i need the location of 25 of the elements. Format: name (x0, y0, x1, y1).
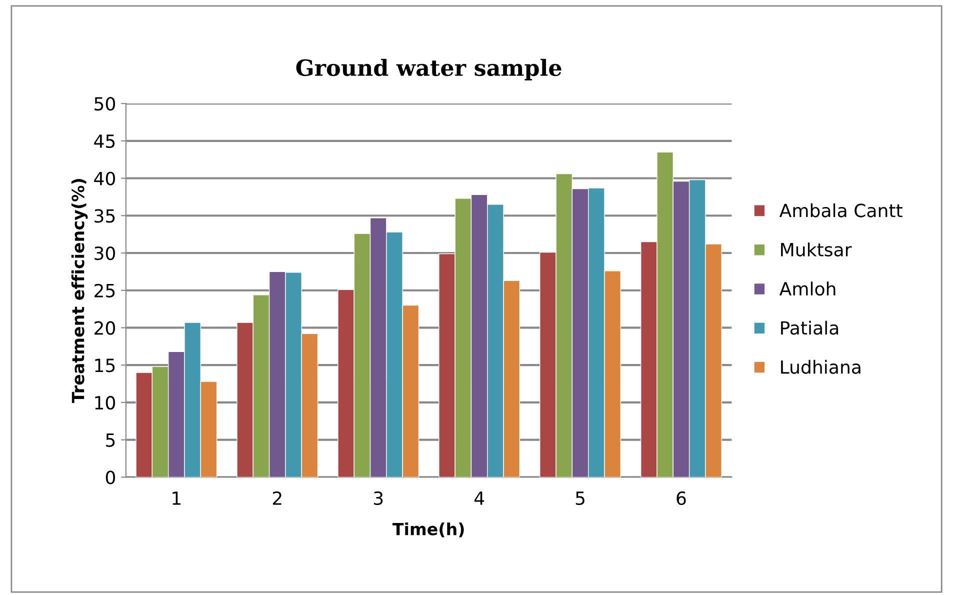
chart-title: Ground water sample (296, 58, 562, 80)
x-axis-title: Time(h) (392, 522, 464, 538)
y-tick-label: 0 (106, 470, 116, 484)
x-tick-label: 5 (576, 492, 584, 506)
y-tick-label: 50 (94, 96, 116, 111)
x-tick-label: 6 (676, 491, 686, 506)
y-tick-label: 25 (94, 284, 115, 298)
x-tick-label: 1 (172, 492, 180, 505)
legend-label: Ambala Cantt (779, 203, 902, 218)
y-tick-label: 35 (94, 209, 115, 223)
y-tick-label: 40 (94, 172, 116, 186)
legend-label: Ludhiana (781, 360, 860, 374)
y-tick-label: 5 (106, 434, 115, 447)
legend-label: Muktsar (781, 242, 852, 256)
legend-label: Amloh (779, 282, 836, 296)
x-tick-label: 2 (272, 491, 282, 505)
y-tick-label: 30 (94, 246, 116, 260)
y-tick-label: 15 (95, 358, 115, 372)
y-tick-label: 10 (95, 396, 116, 410)
y-axis-title: Treatment efficiency(%) (71, 179, 88, 404)
x-tick-label: 4 (474, 492, 484, 505)
legend-label: Patiala (781, 320, 838, 335)
y-tick-label: 20 (94, 321, 116, 335)
x-tick-label: 3 (374, 491, 383, 506)
y-tick-label: 45 (94, 134, 115, 148)
